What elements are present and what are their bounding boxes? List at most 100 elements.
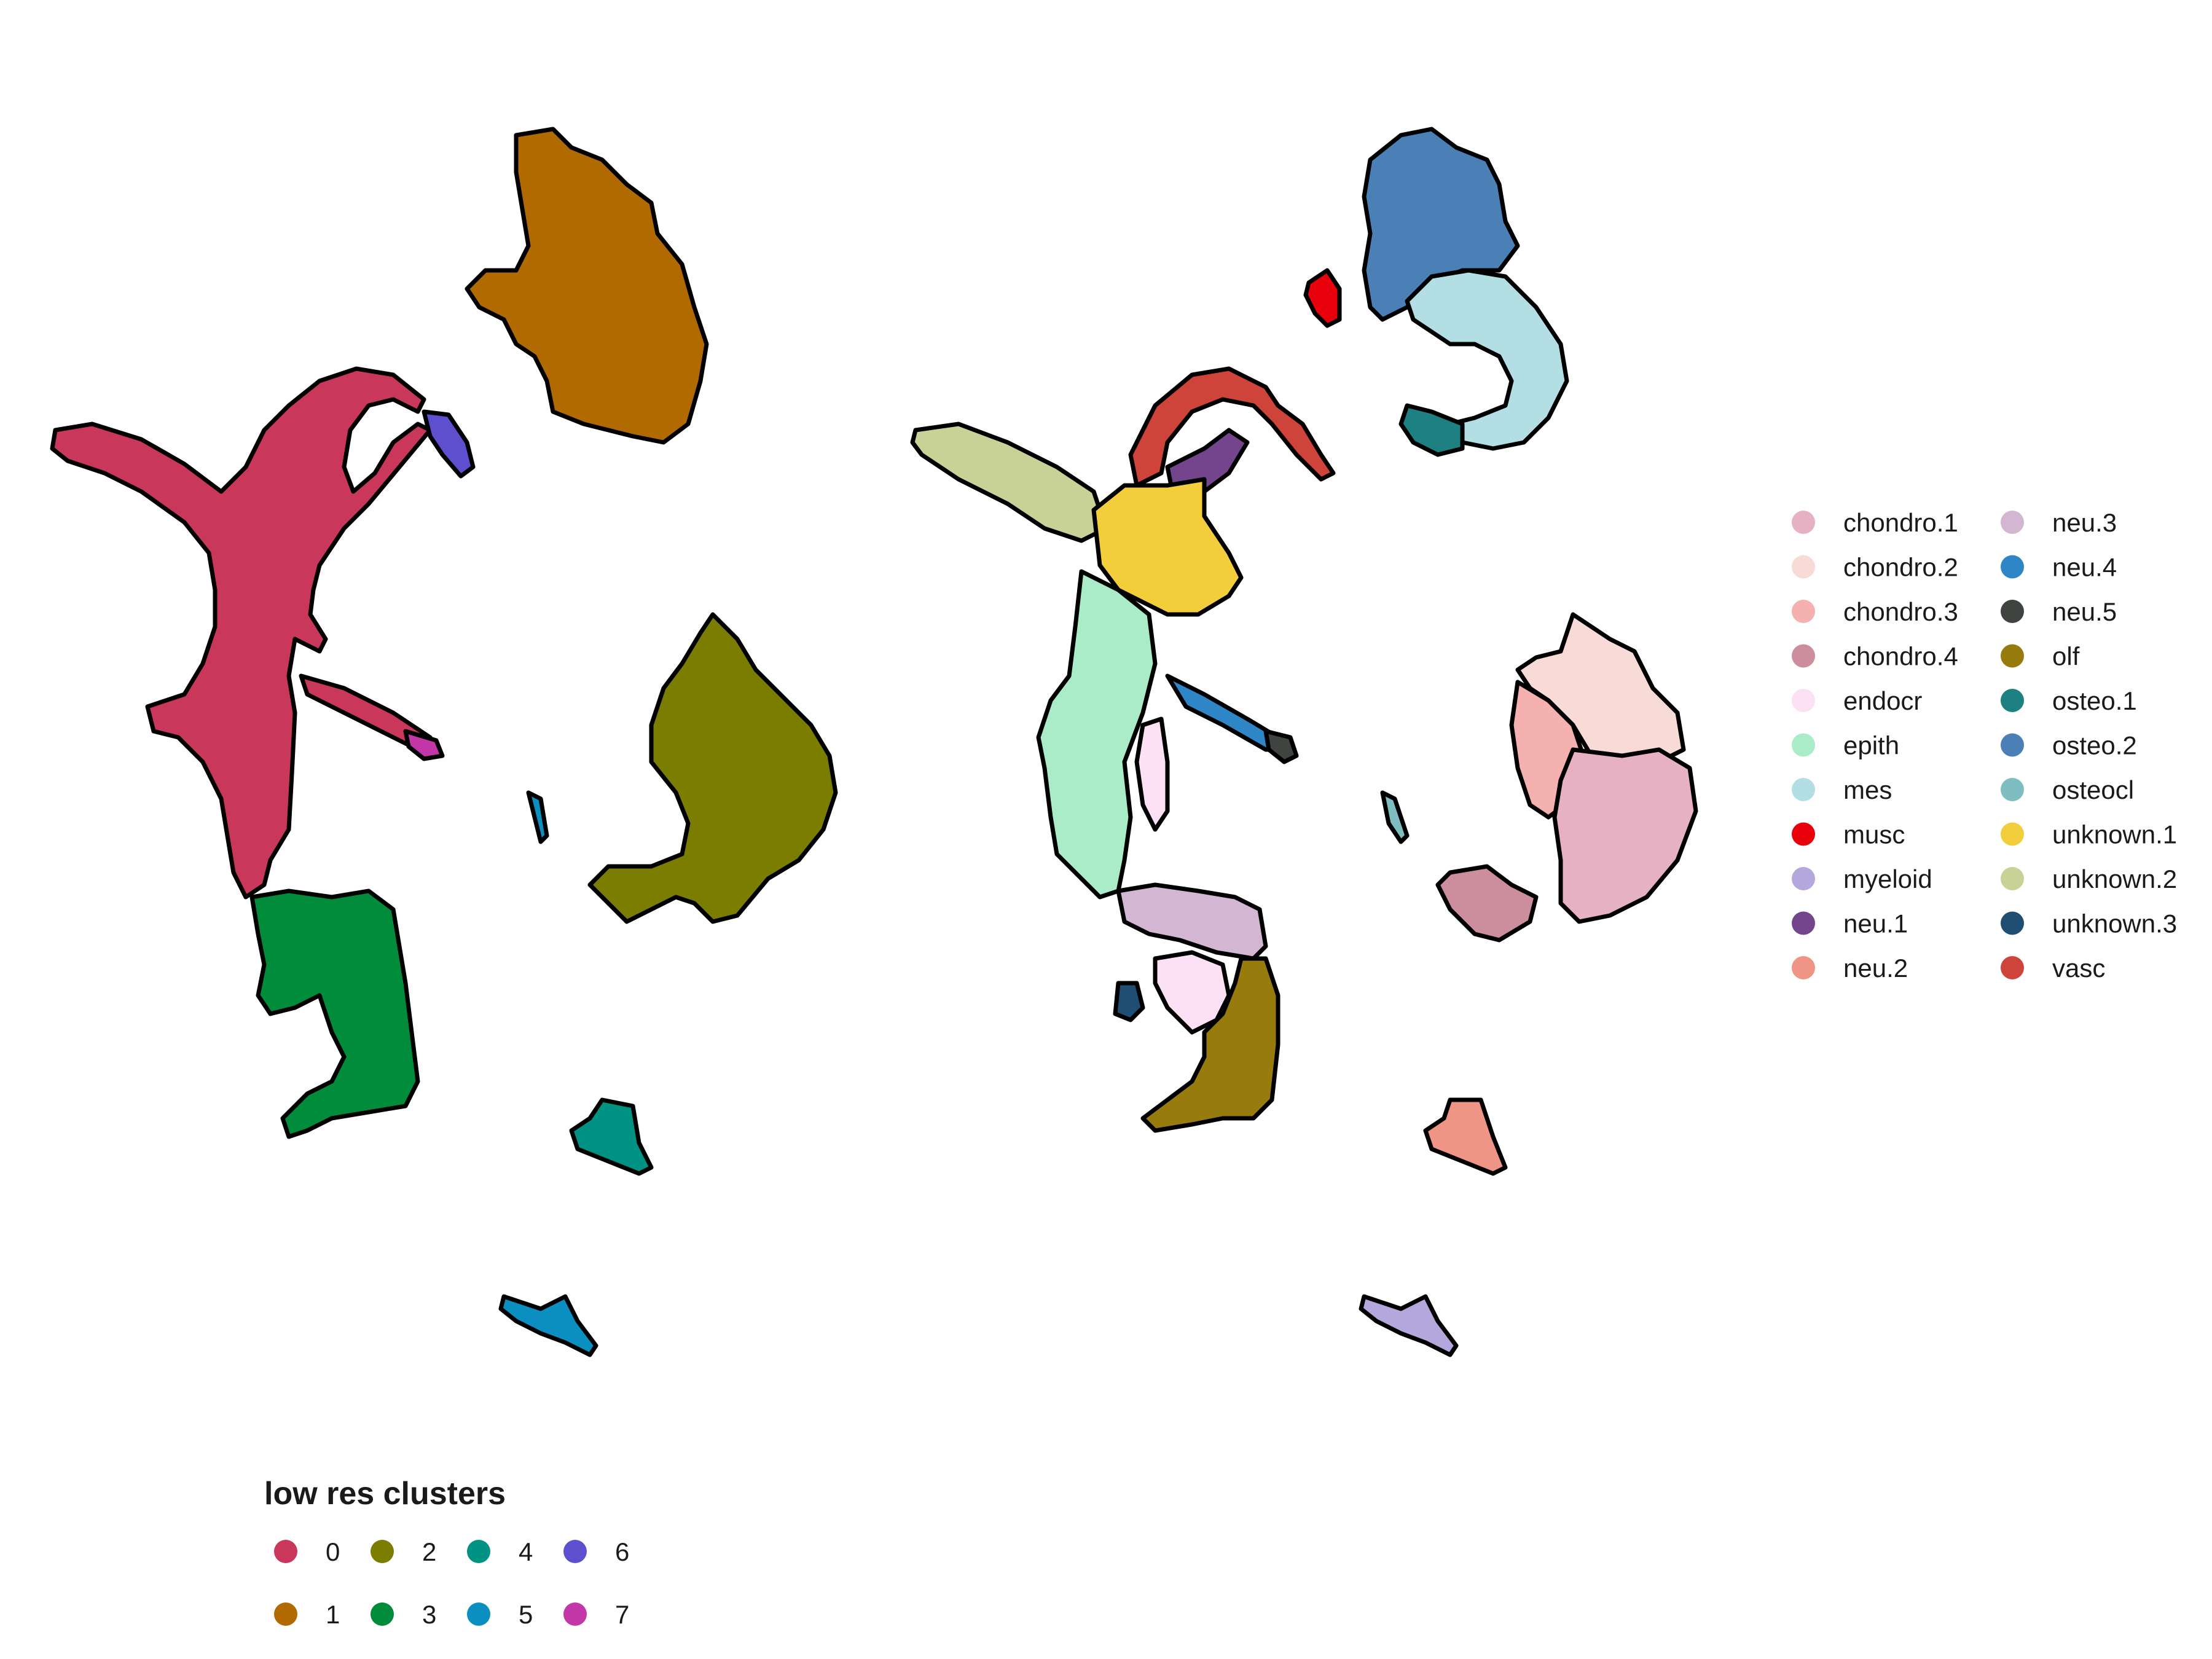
umap-panel-low-res-clusters [50,127,838,1357]
legend-item-osteo.2: osteo.2 [2001,731,2137,760]
cluster-1-region [465,127,709,445]
legend-label: vasc [2052,954,2105,982]
legend-title: low res clusters [264,1476,506,1512]
legend-swatch [467,1602,490,1626]
cluster-6-region [422,409,476,479]
legend-item-olf: olf [2001,642,2080,671]
legend-swatch [1792,867,1815,890]
legend-label: neu.1 [1843,909,1908,938]
legend-label: 6 [615,1537,629,1566]
legend-swatch [1792,778,1815,801]
legend-label: osteo.1 [2052,686,2137,715]
legend-swatch [1792,555,1815,579]
legend-item-unknown.2: unknown.2 [2001,865,2177,893]
legend-swatch [1792,822,1815,846]
legend-item-cluster-7: 7 [563,1600,629,1629]
legend-swatch [1792,956,1815,979]
legend-swatch [2001,911,2024,935]
legend-swatch [2001,644,2024,668]
legend-swatch [563,1540,587,1563]
legend-label: osteo.2 [2052,731,2137,760]
legend-label: epith [1843,731,1899,760]
legend-swatch [2001,822,2024,846]
legend-label: 5 [519,1600,533,1629]
legend-swatch [371,1540,394,1563]
legend-item-neu.2: neu.2 [1792,954,1908,982]
legend-swatch [2001,511,2024,534]
legend-label: 7 [615,1600,629,1629]
umap-panel-cell-types [910,127,1698,1357]
legend-label: 0 [326,1537,340,1566]
region-musc [1303,268,1342,328]
legend-swatch [371,1602,394,1626]
legend-item-cluster-3: 3 [371,1600,436,1629]
legend-item-unknown.3: unknown.3 [2001,909,2177,938]
legend-item-cluster-2: 2 [371,1537,436,1566]
cluster-5-region [498,790,598,1357]
region-epith [1036,569,1158,900]
legend-label: 4 [519,1537,533,1566]
legend-swatch [2001,867,2024,890]
legend-item-endocr: endocr [1792,686,1922,715]
legend-item-cluster-4: 4 [467,1537,533,1566]
region-endocr [1134,716,1170,832]
cluster-0-region [50,366,439,900]
legend-swatch [2001,778,2024,801]
legend-item-chondro.2: chondro.2 [1792,553,1958,582]
legend-item-osteo.1: osteo.1 [2001,686,2137,715]
legend-label: neu.4 [2052,553,2117,582]
legend-item-mes: mes [1792,775,1892,804]
legend-swatch [1792,600,1815,623]
legend-item-cluster-1: 1 [274,1600,340,1629]
legend-label: chondro.3 [1843,597,1958,626]
region-vasc [1128,366,1336,488]
legend-label: unknown.3 [2052,909,2177,938]
legend-label: mes [1843,775,1892,804]
legend-label: 1 [326,1600,340,1629]
region-unknown.2 [910,422,1108,543]
legend-item-myeloid: myeloid [1792,865,1932,893]
region-osteocl [1380,790,1410,844]
region-neu.5 [1263,729,1299,764]
legend-item-epith: epith [1792,731,1899,760]
legend-item-musc: musc [1792,820,1905,849]
legend-swatch [1792,511,1815,534]
region-chondro.1 [1552,747,1698,924]
legend-label: unknown.2 [2052,865,2177,893]
legend-item-cluster-0: 0 [274,1537,340,1566]
legend-label: osteocl [2052,775,2134,804]
cluster-7-region [403,729,445,761]
legend-item-chondro.4: chondro.4 [1792,642,1958,671]
legend-label: neu.2 [1843,954,1908,982]
legend-swatch [1792,644,1815,668]
cluster-2-region [587,612,838,924]
legend-item-neu.5: neu.5 [2001,597,2117,626]
legend-label: olf [2052,642,2080,671]
legend-label: chondro.1 [1843,508,1958,537]
legend-label: neu.3 [2052,508,2117,537]
region-chondro.4 [1435,864,1539,943]
legend-cell-types: chondro.1 chondro.2 chondro.3 chondro.4 endo… [1792,508,2177,982]
legend-item-cluster-6: 6 [563,1537,629,1566]
region-neu.2 [1423,1097,1508,1176]
region-osteo.1 [1398,403,1465,457]
legend-swatch [2001,689,2024,712]
legend-swatch [1792,733,1815,757]
legend-swatch [274,1540,297,1563]
legend-label: chondro.2 [1843,553,1958,582]
legend-item-unknown.1: unknown.1 [2001,820,2177,849]
legend-swatch [467,1540,490,1563]
legend-label: unknown.1 [2052,820,2177,849]
legend-label: 2 [422,1537,436,1566]
legend-label: 3 [422,1600,436,1629]
cluster-4-region [569,1097,654,1176]
legend-label: neu.5 [2052,597,2117,626]
legend-item-vasc: vasc [2001,954,2105,982]
region-neu.3 [1116,882,1268,961]
legend-swatch [274,1602,297,1626]
legend-swatch [2001,956,2024,979]
legend-swatch [2001,733,2024,757]
legend-label: myeloid [1843,865,1932,893]
legend-item-chondro.3: chondro.3 [1792,597,1958,626]
